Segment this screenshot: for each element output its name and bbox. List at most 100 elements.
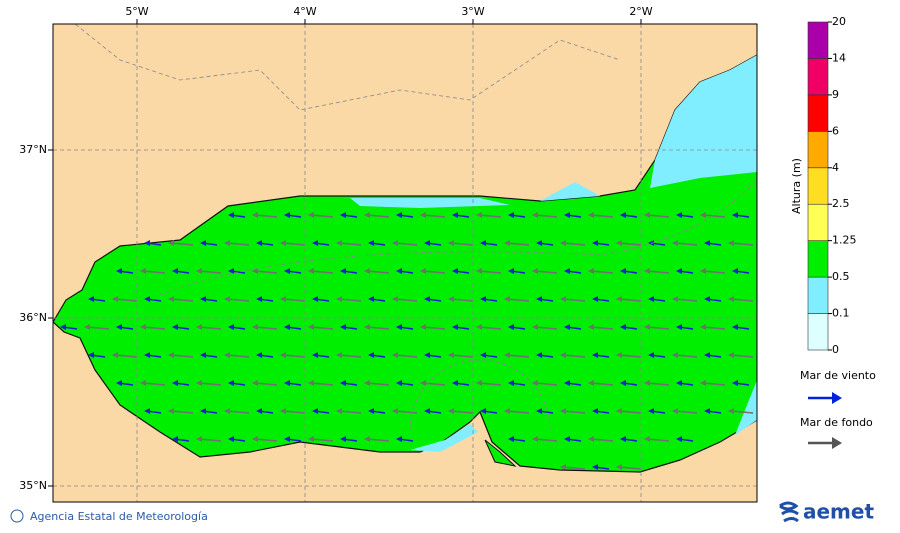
arrow-head — [588, 268, 594, 274]
arrow-head — [368, 352, 374, 358]
colorbar-label: 20 — [832, 15, 846, 28]
colorbar-label: 1.25 — [832, 234, 857, 247]
arrow-head — [340, 436, 346, 442]
swell-arrow — [506, 298, 530, 302]
arrow-head — [648, 240, 654, 246]
arrow-head — [704, 408, 710, 414]
arrow-head — [396, 268, 402, 274]
arrow-head — [448, 240, 454, 246]
arrow-head — [364, 380, 370, 386]
swell-arrow — [730, 298, 754, 302]
swell-arrow — [310, 438, 334, 442]
arrow-head — [168, 240, 174, 246]
swell-arrow — [422, 270, 446, 274]
arrow-head — [364, 268, 370, 274]
arrow-head — [168, 408, 174, 414]
swell-arrow — [422, 382, 446, 386]
arrow-head — [256, 408, 262, 414]
arrow-head — [284, 268, 290, 274]
swell-arrow — [646, 270, 670, 274]
swell-arrow — [478, 270, 502, 274]
legend-title: Altura (m) — [790, 158, 803, 214]
arrow-head — [308, 212, 314, 218]
swell-arrow — [730, 354, 754, 358]
shallow-sea — [540, 182, 600, 201]
arrow-head — [480, 408, 486, 414]
swell-arrow — [478, 382, 502, 386]
arrow-head — [504, 352, 510, 358]
arrow-head — [336, 296, 342, 302]
arrow-head — [620, 380, 626, 386]
arrow-head — [676, 436, 682, 442]
swell-arrow — [730, 410, 754, 414]
swell-arrow — [86, 326, 110, 330]
arrow-head — [168, 352, 174, 358]
arrow-head — [644, 212, 650, 218]
arrow-head — [448, 408, 454, 414]
swell-arrow — [618, 410, 642, 414]
arrow-head — [728, 352, 734, 358]
colorbar-bin — [807, 21, 829, 59]
colorbar-bin — [807, 240, 829, 278]
arrow-head — [312, 352, 318, 358]
zone-border — [159, 179, 757, 296]
logo: aemet — [803, 500, 874, 524]
swell-arrow — [170, 298, 194, 302]
arrow-head — [560, 240, 566, 246]
arrow-head — [620, 324, 626, 330]
arrow-head — [672, 240, 678, 246]
swell-arrow — [198, 438, 222, 442]
swell-arrow — [254, 270, 278, 274]
swell-arrow — [506, 242, 530, 246]
arrow-head — [396, 324, 402, 330]
swell-arrow — [366, 270, 390, 274]
swell-arrow-head — [832, 437, 842, 449]
arrow-head — [592, 464, 598, 470]
swell-arrow — [198, 326, 222, 330]
swell-arrow — [562, 298, 586, 302]
colorbar-label: 4 — [832, 161, 839, 174]
swell-arrow — [590, 438, 614, 442]
arrow-head — [588, 380, 594, 386]
arrow-head — [648, 296, 654, 302]
arrow-head — [560, 352, 566, 358]
arrow-head — [728, 240, 734, 246]
arrow-head — [592, 352, 598, 358]
arrow-head — [256, 352, 262, 358]
arrow-head — [704, 352, 710, 358]
colorbar-bin — [807, 58, 829, 96]
arrow-head — [476, 268, 482, 274]
swell-arrow — [366, 214, 390, 218]
arrow-head — [476, 324, 482, 330]
colorbar-label: 2.5 — [832, 197, 850, 210]
arrow-head — [592, 408, 598, 414]
wind-sea-label: Mar de viento — [800, 369, 876, 382]
swell-arrow — [170, 354, 194, 358]
swell-arrow — [338, 298, 362, 302]
arrow-head — [448, 352, 454, 358]
arrow-head — [284, 324, 290, 330]
swell-arrow — [702, 270, 726, 274]
arrow-head — [424, 240, 430, 246]
swell-arrow — [534, 438, 558, 442]
swell-arrow — [730, 242, 754, 246]
arrow-head — [284, 436, 290, 442]
swell-arrow — [282, 354, 306, 358]
swell-arrow — [674, 354, 698, 358]
swell-arrow — [422, 326, 446, 330]
arrow-head — [364, 212, 370, 218]
arrow-head — [200, 352, 206, 358]
arrow-head — [84, 324, 90, 330]
arrow-head — [592, 240, 598, 246]
arrow-head — [312, 296, 318, 302]
arrow-head — [308, 436, 314, 442]
arrow-head — [644, 324, 650, 330]
arrow-head — [704, 296, 710, 302]
arrow-head — [364, 436, 370, 442]
swell-arrow — [702, 214, 726, 218]
arrow-head — [700, 268, 706, 274]
arrow-head — [144, 408, 150, 414]
arrow-head — [508, 212, 514, 218]
arrow-head — [508, 268, 514, 274]
